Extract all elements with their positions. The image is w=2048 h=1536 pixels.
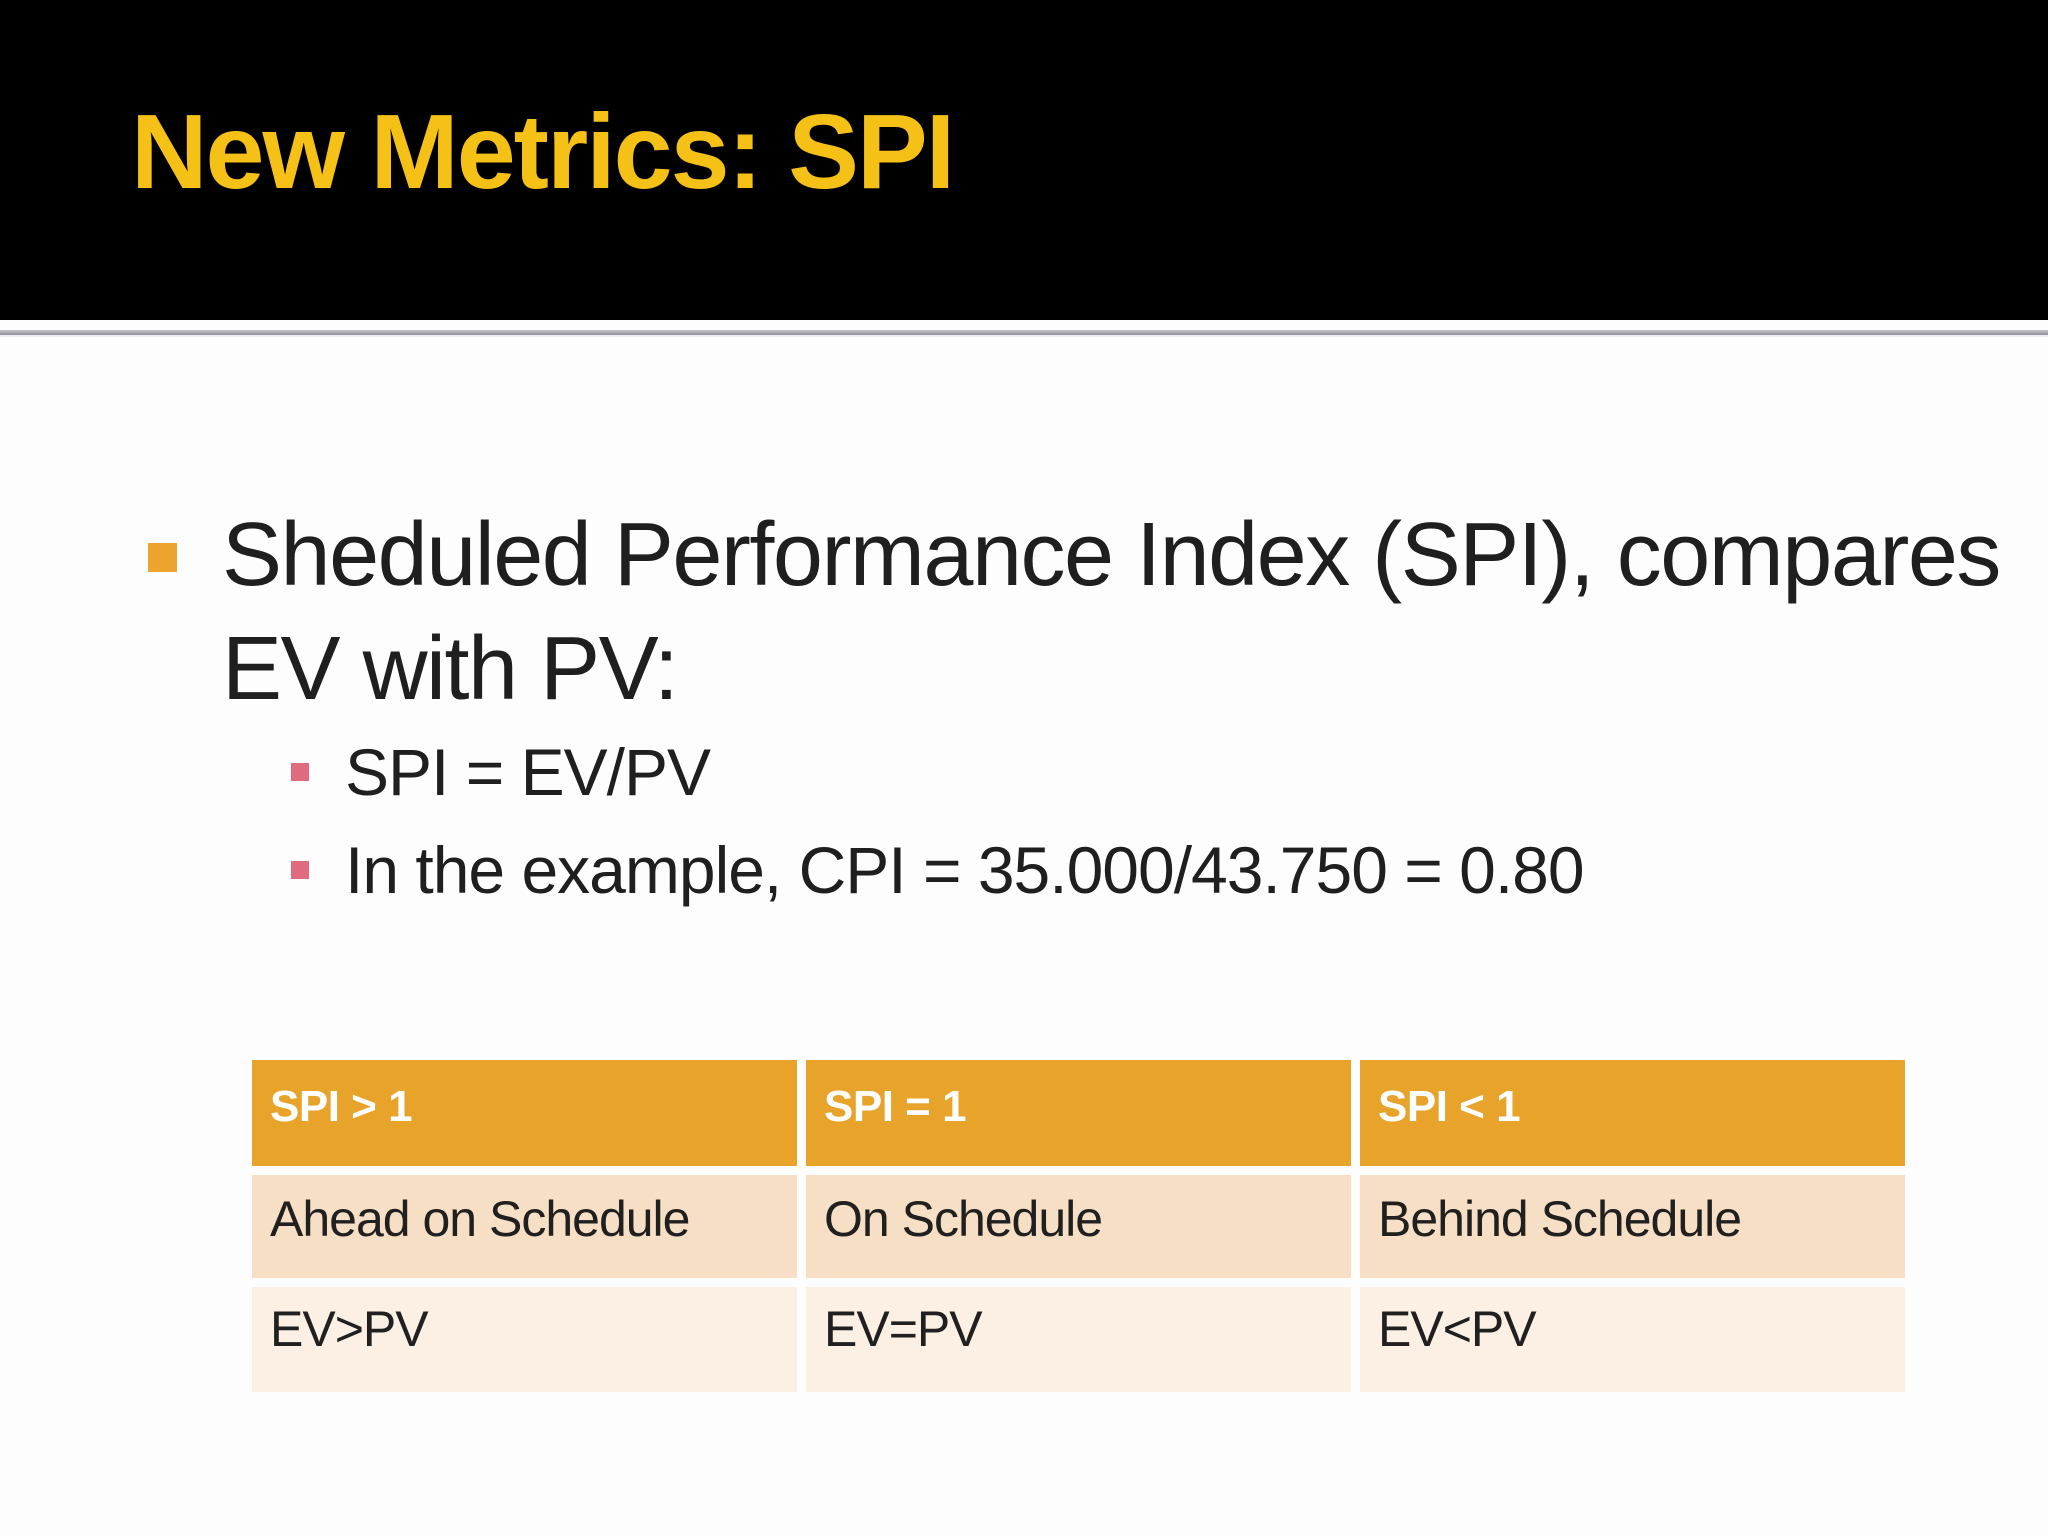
bullet-square-icon (148, 543, 177, 572)
spi-comparison-table: SPI > 1 SPI = 1 SPI < 1 Ahead on Schedul… (252, 1060, 1905, 1392)
bullet-item-main: Sheduled Performance Index (SPI), compar… (148, 498, 2001, 726)
table-cell-ev-pv-relation: EV>PV (252, 1287, 797, 1392)
table-cell-schedule-status: Behind Schedule (1360, 1175, 1905, 1278)
table-header-cell-spi-eq-1: SPI = 1 (806, 1060, 1351, 1166)
sub-bullet-item-1: SPI = EV/PV (291, 730, 711, 814)
sub-bullet-item-2: In the example, CPI = 35.000/43.750 = 0.… (291, 828, 1585, 912)
sub-bullet-text-1: SPI = EV/PV (345, 735, 711, 809)
table-header-cell-spi-lt-1: SPI < 1 (1360, 1060, 1905, 1166)
table-cell-schedule-status: Ahead on Schedule (252, 1175, 797, 1278)
sub-bullet-square-icon (291, 763, 309, 781)
table-cell-schedule-status: On Schedule (806, 1175, 1351, 1278)
title-band: New Metrics: SPI (0, 0, 2048, 320)
slide-title: New Metrics: SPI (131, 93, 955, 211)
bullet-main-line-1: Sheduled Performance Index (SPI), compar… (222, 505, 2001, 605)
sub-bullet-text-2: In the example, CPI = 35.000/43.750 = 0.… (345, 833, 1585, 907)
table-cell-ev-pv-relation: EV=PV (806, 1287, 1351, 1392)
bullet-main-text: Sheduled Performance Index (SPI), compar… (222, 498, 2001, 726)
divider-line (0, 330, 2048, 335)
sub-bullet-square-icon (291, 861, 309, 879)
table-cell-ev-pv-relation: EV<PV (1360, 1287, 1905, 1392)
table-header-cell-spi-gt-1: SPI > 1 (252, 1060, 797, 1166)
bullet-main-line-2: EV with PV: (222, 619, 679, 719)
